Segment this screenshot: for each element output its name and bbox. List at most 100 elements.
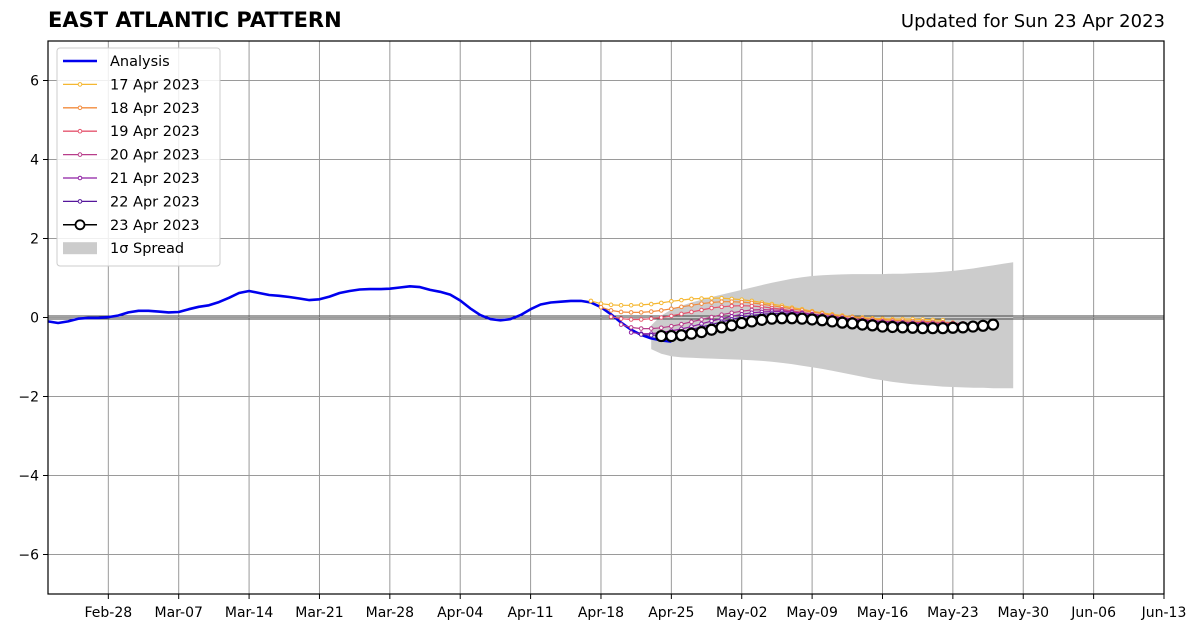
y-axis-ticks: 6 4 2 0 −2 −4 −6 (18, 74, 48, 564)
forecast-point (699, 296, 704, 301)
legend-marker (74, 219, 86, 231)
forecast-point (936, 322, 949, 335)
legend-label: 21 Apr 2023 (110, 171, 200, 187)
forecast-point (658, 325, 664, 331)
x-tick-label: May-02 (716, 605, 768, 621)
forecast-point (795, 312, 809, 325)
forecast-point (976, 319, 990, 332)
legend-marker (77, 105, 83, 111)
forecast-point (739, 303, 745, 308)
forecast-point (689, 319, 694, 325)
x-tick-label: May-23 (927, 605, 979, 621)
forecast-point (709, 314, 714, 320)
forecast-point (816, 314, 829, 327)
y-tick-label: 2 (30, 232, 39, 248)
forecast-point (685, 327, 698, 340)
forecast-point (669, 299, 674, 304)
forecast-point (906, 321, 919, 334)
forecast-point (725, 319, 738, 332)
forecast-point (966, 320, 980, 333)
forecast-point (705, 323, 718, 336)
forecast-point (648, 332, 654, 338)
forecast-point (866, 319, 879, 332)
y-tick-label: −2 (18, 390, 39, 406)
forecast-point (675, 329, 688, 342)
legend-marker (77, 128, 83, 134)
forecast-point (916, 322, 929, 335)
forecast-point (638, 332, 644, 337)
forecast-point (638, 317, 644, 322)
forecast-point (806, 313, 819, 326)
page-title: EAST ATLANTIC PATTERN (48, 8, 342, 32)
analysis-layer (47, 284, 672, 343)
y-tick-label: −6 (18, 548, 39, 564)
legend: Analysis 17 Apr 2023 18 Apr 2023 19 Apr 202… (56, 47, 221, 267)
forecast-point (679, 297, 684, 303)
forecast-point (699, 307, 704, 313)
forecast-point (628, 302, 634, 308)
x-tick-label: May-16 (857, 605, 909, 621)
forecast-point (628, 330, 634, 335)
forecast-series (655, 312, 1000, 343)
forecast-point (655, 329, 668, 343)
x-tick-label: Apr-04 (437, 605, 483, 621)
forecast-point (749, 303, 755, 309)
legend-marker (77, 152, 83, 157)
forecast-point (709, 305, 714, 311)
forecast-point (669, 313, 674, 319)
forecast-point (658, 315, 664, 320)
x-tick-label: May-30 (997, 605, 1049, 621)
forecast-point (755, 313, 768, 326)
forecast-point (715, 321, 728, 334)
x-tick-label: May-09 (786, 605, 838, 621)
forecast-point (648, 316, 654, 321)
x-tick-label: Apr-18 (578, 605, 624, 621)
forecast-point (648, 326, 654, 331)
forecast-point (699, 301, 704, 306)
forecast-point (836, 316, 849, 329)
legend-marker (77, 175, 83, 181)
x-tick-label: Apr-11 (507, 605, 553, 621)
forecast-point (669, 306, 674, 312)
zero-line-layer (48, 315, 1164, 320)
forecast-point (765, 312, 778, 325)
forecast-point (669, 323, 674, 329)
forecast-point (709, 295, 714, 301)
forecast-point (886, 320, 899, 334)
forecast-point (689, 302, 694, 308)
forecast-point (648, 301, 654, 307)
forecast-point (679, 311, 684, 317)
forecast-point (729, 303, 734, 309)
forecast-point (618, 322, 624, 327)
forecast-point (628, 317, 634, 322)
forecast-point (608, 314, 614, 320)
legend-swatch (63, 242, 97, 255)
forecast-point (729, 299, 734, 305)
forecast-point (658, 300, 664, 306)
legend-label: 22 Apr 2023 (110, 194, 200, 210)
forecast-point (679, 304, 684, 310)
forecast-point (608, 308, 614, 313)
forecast-point (608, 302, 614, 308)
x-tick-label: Mar-14 (225, 605, 273, 621)
forecast-point (896, 321, 909, 334)
x-tick-label: Apr-25 (648, 605, 694, 621)
forecast-point (856, 318, 869, 331)
forecast-point (745, 315, 758, 328)
forecast-point (638, 326, 644, 331)
forecast-point (665, 329, 678, 343)
x-tick-label: Jun-13 (1141, 605, 1187, 621)
forecast-point (588, 298, 594, 304)
forecast-point (719, 312, 724, 318)
legend-label: 23 Apr 2023 (110, 218, 200, 234)
forecast-point (719, 304, 724, 310)
forecast-point (785, 312, 799, 325)
updated-date: Updated for Sun 23 Apr 2023 (900, 11, 1165, 32)
forecast-point (689, 296, 694, 302)
legend-marker (77, 82, 83, 87)
y-tick-label: −4 (18, 469, 39, 485)
forecast-point (986, 318, 1000, 331)
legend-label: Analysis (110, 54, 170, 70)
forecast-point (689, 309, 694, 315)
